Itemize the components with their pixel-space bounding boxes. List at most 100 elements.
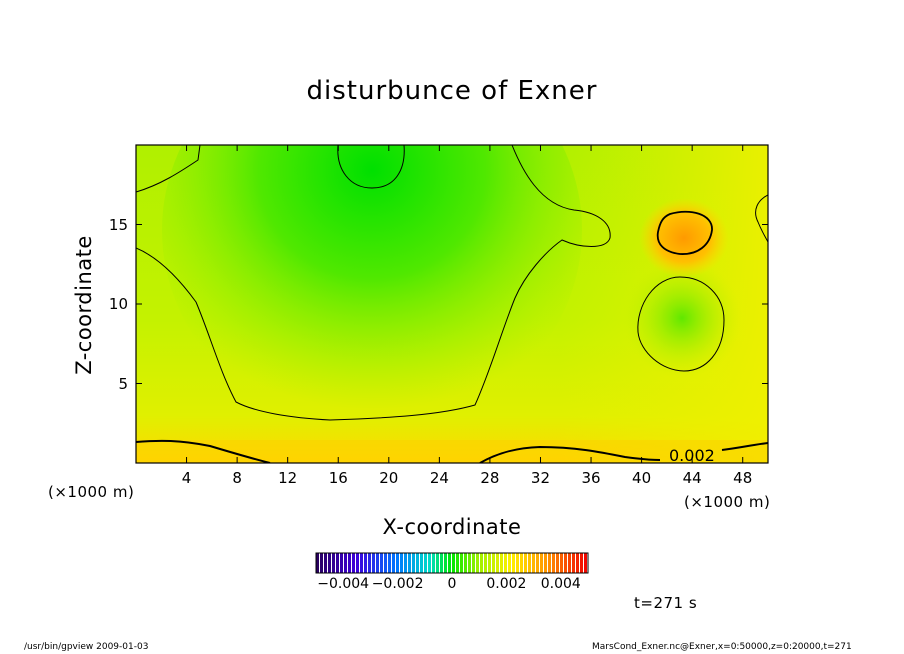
colorbar-swatch xyxy=(560,553,563,573)
colorbar-frame xyxy=(315,552,589,574)
colorbar-swatch xyxy=(468,553,471,573)
colorbar-tick-label: −0.002 xyxy=(371,576,424,592)
colorbar-swatch xyxy=(512,553,515,573)
contour-line xyxy=(755,194,768,243)
x-tick-label: 4 xyxy=(181,469,192,487)
colorbar-strips xyxy=(316,553,587,573)
colorbar-swatch xyxy=(428,553,431,573)
colorbar-swatch xyxy=(444,553,447,573)
colorbar-swatch xyxy=(496,553,499,573)
contour-label: 0.002 xyxy=(669,446,715,465)
colorbar-swatch xyxy=(404,553,407,573)
colorbar-swatch xyxy=(412,553,415,573)
colorbar-swatch xyxy=(508,553,511,573)
colorbar-swatch xyxy=(368,553,371,573)
x-axis-ticks xyxy=(186,145,744,463)
x-tick-label: 48 xyxy=(733,469,753,487)
colorbar-swatch xyxy=(440,553,443,573)
colorbar-swatch xyxy=(436,553,439,573)
heatmap-field xyxy=(136,145,768,463)
x-axis-label: X-coordinate xyxy=(382,515,522,539)
x-unit-label-right: (×1000 m) xyxy=(684,493,771,511)
y-axis-ticks xyxy=(136,224,768,384)
colorbar-swatch xyxy=(448,553,451,573)
x-tick-label: 40 xyxy=(632,469,652,487)
contour-line xyxy=(656,210,713,255)
x-tick-label: 8 xyxy=(232,469,242,487)
colorbar-swatch xyxy=(556,553,559,573)
colorbar-swatch xyxy=(372,553,375,573)
colorbar-swatch xyxy=(316,553,319,573)
y-tick-label: 15 xyxy=(108,215,128,234)
colorbar-tick-label: 0.002 xyxy=(486,576,527,592)
footer-right: MarsCond_Exner.nc@Exner,x=0:50000,z=0:20… xyxy=(592,642,852,652)
x-tick-label: 44 xyxy=(682,469,702,487)
x-tick-label: 12 xyxy=(278,469,298,487)
colorbar-swatch xyxy=(584,553,587,573)
colorbar-swatch xyxy=(572,553,575,573)
contour-line xyxy=(721,442,768,451)
time-label: t=271 s xyxy=(634,594,698,612)
colorbar-swatch xyxy=(532,553,535,573)
colorbar-swatch xyxy=(528,553,531,573)
colorbar-swatch xyxy=(328,553,331,573)
colorbar-tick-label: −0.004 xyxy=(317,576,370,592)
colorbar-swatch xyxy=(564,553,567,573)
colorbar-swatch xyxy=(432,553,435,573)
colorbar-swatch xyxy=(520,553,523,573)
colorbar-swatch xyxy=(488,553,491,573)
colorbar-swatch xyxy=(480,553,483,573)
chart-title: disturbunce of Exner xyxy=(306,76,598,106)
y-axis-label: Z-coordinate xyxy=(72,235,96,375)
colorbar-tick-label: 0 xyxy=(447,576,457,592)
contour-line xyxy=(136,145,611,421)
colorbar-swatch xyxy=(384,553,387,573)
x-tick-label: 20 xyxy=(379,469,399,487)
colorbar-swatch xyxy=(332,553,335,573)
colorbar-swatch xyxy=(500,553,503,573)
colorbar-tick-label: 0.004 xyxy=(540,576,581,592)
x-tick-label: 36 xyxy=(581,469,601,487)
colorbar-swatch xyxy=(352,553,355,573)
colorbar-swatch xyxy=(544,553,547,573)
footer-left: /usr/bin/gpview 2009-01-03 xyxy=(24,642,149,652)
colorbar xyxy=(315,552,589,574)
colorbar-swatch xyxy=(344,553,347,573)
contour-line xyxy=(337,145,405,189)
colorbar-swatch xyxy=(484,553,487,573)
colorbar-swatch xyxy=(376,553,379,573)
colorbar-swatch xyxy=(424,553,427,573)
colorbar-swatch xyxy=(548,553,551,573)
colorbar-swatch xyxy=(364,553,367,573)
x-tick-label: 28 xyxy=(480,469,500,487)
colorbar-swatch xyxy=(336,553,339,573)
colorbar-swatch xyxy=(568,553,571,573)
contour-line xyxy=(136,145,201,193)
y-tick-label: 10 xyxy=(108,295,128,313)
colorbar-swatch xyxy=(492,553,495,573)
colorbar-swatch xyxy=(540,553,543,573)
colorbar-swatch xyxy=(416,553,419,573)
colorbar-swatch xyxy=(552,553,555,573)
colorbar-swatch xyxy=(388,553,391,573)
colorbar-swatch xyxy=(460,553,463,573)
colorbar-swatch xyxy=(420,553,423,573)
colorbar-swatch xyxy=(320,553,323,573)
colorbar-swatch xyxy=(348,553,351,573)
contour-line xyxy=(136,439,271,463)
x-tick-label: 24 xyxy=(429,469,449,487)
colorbar-swatch xyxy=(464,553,467,573)
colorbar-swatch xyxy=(324,553,327,573)
colorbar-swatch xyxy=(452,553,455,573)
colorbar-swatch xyxy=(396,553,399,573)
contour-line xyxy=(479,445,661,463)
colorbar-swatch xyxy=(536,553,539,573)
colorbar-swatch xyxy=(456,553,459,573)
colorbar-swatch xyxy=(392,553,395,573)
colorbar-swatch xyxy=(408,553,411,573)
x-tick-label: 32 xyxy=(530,469,551,487)
colorbar-swatch xyxy=(516,553,519,573)
colorbar-swatch xyxy=(580,553,583,573)
colorbar-swatch xyxy=(340,553,343,573)
